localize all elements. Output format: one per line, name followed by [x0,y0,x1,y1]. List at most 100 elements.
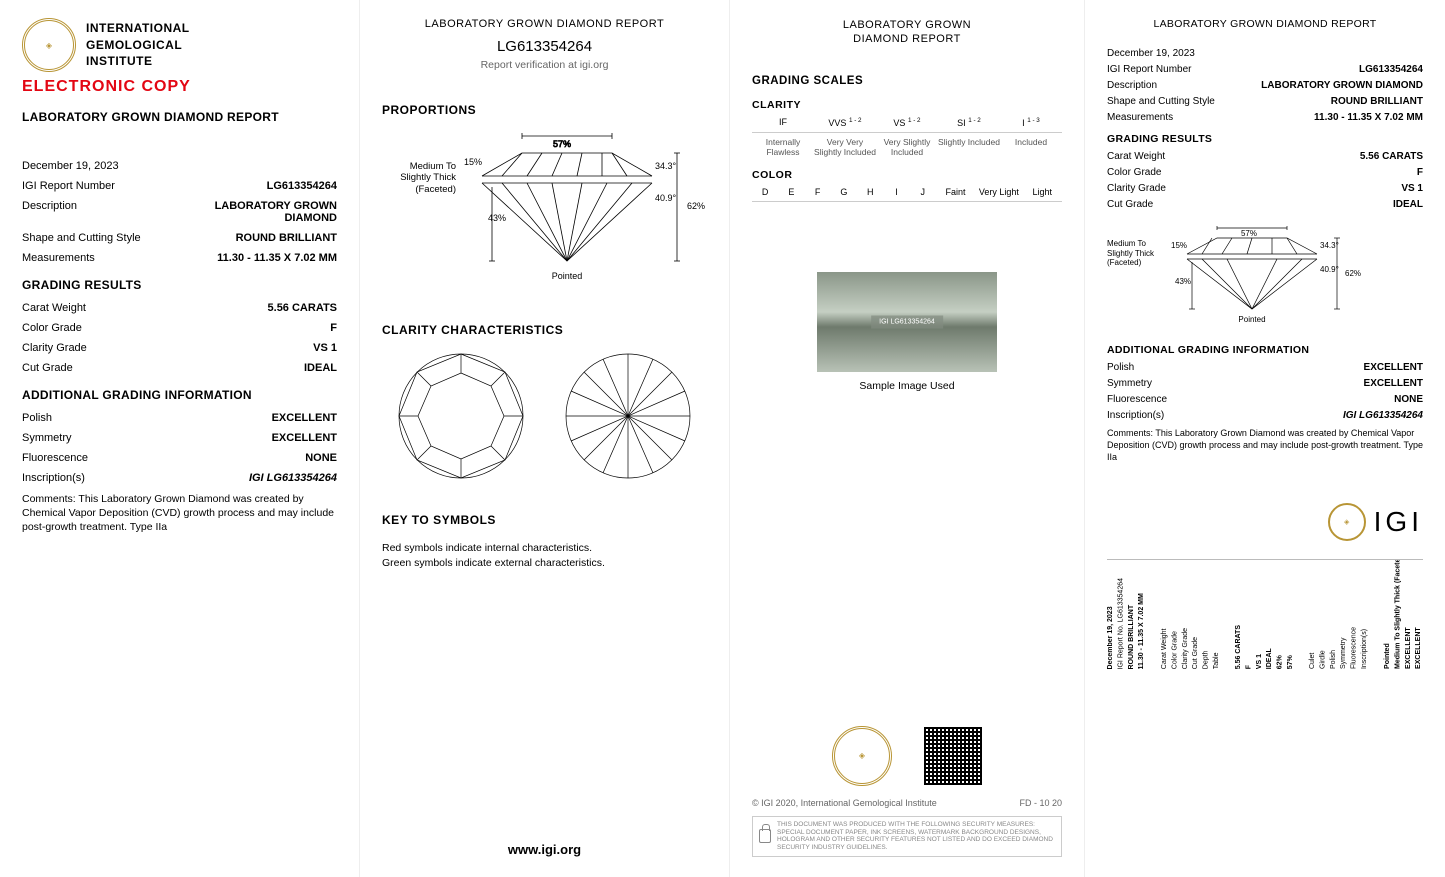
igi-seal-icon: ◈ [22,18,76,72]
strip-col-2: 5.56 CARATS F VS 1 IDEAL 62% 57% [1235,625,1295,669]
igi-seal-icon: ◈ [832,726,892,786]
security-disclaimer: THIS DOCUMENT WAS PRODUCED WITH THE FOLL… [752,816,1062,857]
sample-image-caption: Sample Image Used [752,380,1062,392]
qr-code-icon [924,727,982,785]
svg-text:62%: 62% [687,201,705,211]
color-scale-heading: COLOR [752,169,1062,181]
svg-text:40.9°: 40.9° [655,193,677,203]
strip-col-4: Pointed Medium To Slightly Thick (Facete… [1384,559,1423,669]
p3-footer: ◈ © IGI 2020, International Gemological … [752,726,1062,857]
report-panel-scales: LABORATORY GROWN DIAMOND REPORT GRADING … [730,0,1085,877]
p2-title: LABORATORY GROWN DIAMOND REPORT [382,18,707,30]
p3-title: LABORATORY GROWN DIAMOND REPORT [752,18,1062,47]
electronic-copy-label: ELECTRONIC COPY [22,78,337,96]
sample-image: IGI LG613354264 [817,272,997,372]
clarity-scale-desc: Internally Flawless Very Very Slightly I… [752,137,1062,157]
institute-line2: GEMOLOGICAL [86,37,190,54]
p4-row-shape: Shape and Cutting StyleROUND BRILLIANT [1107,96,1423,107]
clarity-char-heading: CLARITY CHARACTERISTICS [382,323,707,337]
strip-col-0: December 19, 2023 IGI Report No. LG61335… [1107,578,1147,669]
row-fluorescence: FluorescenceNONE [22,452,337,464]
report-panel-summary: LABORATORY GROWN DIAMOND REPORT December… [1085,0,1445,877]
p4-row-desc: DescriptionLABORATORY GROWN DIAMOND [1107,80,1423,91]
p4-row-cut: Cut GradeIDEAL [1107,199,1423,210]
row-description: DescriptionLABORATORY GROWN DIAMOND [22,200,337,224]
igi-seal-icon: ◈ [1328,503,1366,541]
strip-col-3: Culet Girdle Polish Symmetry Fluorescenc… [1309,627,1369,669]
key-symbols-heading: KEY TO SYMBOLS [382,513,707,527]
p4-grading-heading: GRADING RESULTS [1107,133,1423,145]
key-red: Red symbols indicate internal characteri… [382,541,707,556]
institute-line3: INSTITUTE [86,53,190,70]
grading-results-heading: GRADING RESULTS [22,278,337,292]
svg-text:34.3°: 34.3° [655,161,677,171]
color-scale: D E F G H I J Faint Very Light Light [752,187,1062,202]
p2-report-number: LG613354264 [382,38,707,55]
p4-comments: Comments: This Laboratory Grown Diamond … [1107,427,1423,463]
footer-url: www.igi.org [360,842,729,857]
diamond-profile-icon: 57% 62% 34.3° 40.9° 15% 43% Pointed [462,131,712,291]
report-panel-proportions: LABORATORY GROWN DIAMOND REPORT LG613354… [360,0,730,877]
p4-additional-heading: ADDITIONAL GRADING INFORMATION [1107,344,1423,356]
p4-row-inscr: Inscription(s)IGI LG613354264 [1107,410,1423,421]
strip-col-1: Carat Weight Color Grade Clarity Grade C… [1161,628,1221,669]
igi-brand-text: IGI [1374,506,1423,538]
grading-scales-heading: GRADING SCALES [752,75,1062,87]
institute-line1: INTERNATIONAL [86,20,190,37]
p4-title: LABORATORY GROWN DIAMOND REPORT [1107,18,1423,30]
igi-brand-logo: ◈ IGI [1107,503,1423,541]
qr-seal-row: ◈ [752,726,1062,786]
svg-text:Pointed: Pointed [1238,315,1265,324]
report-title: LABORATORY GROWN DIAMOND REPORT [22,110,337,124]
institute-name: INTERNATIONAL GEMOLOGICAL INSTITUTE [86,20,190,70]
proportions-heading: PROPORTIONS [382,103,707,117]
svg-text:57%: 57% [553,139,571,149]
clarity-scale-heading: CLARITY [752,99,1062,111]
diamond-top-view-icon [396,351,526,481]
report-date: December 19, 2023 [22,160,119,172]
row-cut: Cut GradeIDEAL [22,362,337,374]
lock-icon [759,829,771,843]
svg-text:57%: 57% [1241,229,1257,238]
svg-text:40.9°: 40.9° [1320,265,1339,274]
row-shape: Shape and Cutting StyleROUND BRILLIANT [22,232,337,244]
key-green: Green symbols indicate external characte… [382,556,707,571]
row-report-number: IGI Report NumberLG613354264 [22,180,337,192]
fd-code: FD - 10 20 [1019,798,1062,808]
row-polish: PolishEXCELLENT [22,412,337,424]
p4-row-polish: PolishEXCELLENT [1107,362,1423,373]
clarity-diagrams [382,351,707,481]
girdle-label: Medium To Slightly Thick (Faceted) [382,161,456,195]
row-measurements: Measurements11.30 - 11.35 X 7.02 MM [22,252,337,264]
report-panel-left: ◈ INTERNATIONAL GEMOLOGICAL INSTITUTE EL… [0,0,360,877]
p4-proportions-diagram: Medium To Slightly Thick (Faceted) 57% 6… [1107,224,1423,334]
svg-text:15%: 15% [1171,241,1187,250]
p4-date: December 19, 2023 [1107,48,1423,59]
svg-text:Pointed: Pointed [552,271,583,281]
p4-row-color: Color GradeF [1107,167,1423,178]
row-color: Color GradeF [22,322,337,334]
p4-row-carat: Carat Weight5.56 CARATS [1107,151,1423,162]
p4-row-fluor: FluorescenceNONE [1107,394,1423,405]
verify-text: Report verification at igi.org [382,59,707,71]
row-clarity: Clarity GradeVS 1 [22,342,337,354]
copyright-text: © IGI 2020, International Gemological In… [752,798,937,808]
diamond-bottom-view-icon [563,351,693,481]
proportions-diagram: Medium To Slightly Thick (Faceted) 57% [382,131,707,291]
row-carat: Carat Weight5.56 CARATS [22,302,337,314]
sample-image-label: IGI LG613354264 [871,315,943,328]
institute-header: ◈ INTERNATIONAL GEMOLOGICAL INSTITUTE [22,18,337,72]
p4-row-symmetry: SymmetryEXCELLENT [1107,378,1423,389]
svg-text:15%: 15% [464,157,482,167]
svg-text:62%: 62% [1345,269,1361,278]
svg-text:34.3°: 34.3° [1320,241,1339,250]
date-row: December 19, 2023 [22,160,337,172]
p4-row-clarity: Clarity GradeVS 1 [1107,183,1423,194]
svg-text:43%: 43% [1175,277,1191,286]
row-inscription: Inscription(s)IGI LG613354264 [22,472,337,484]
svg-text:43%: 43% [488,213,506,223]
comments-text: Comments: This Laboratory Grown Diamond … [22,492,337,535]
clarity-scale: IF VVS 1 - 2 VS 1 - 2 SI 1 - 2 I 1 - 3 [752,117,1062,133]
summary-strip: December 19, 2023 IGI Report No. LG61335… [1107,559,1423,669]
p4-row-meas: Measurements11.30 - 11.35 X 7.02 MM [1107,112,1423,123]
